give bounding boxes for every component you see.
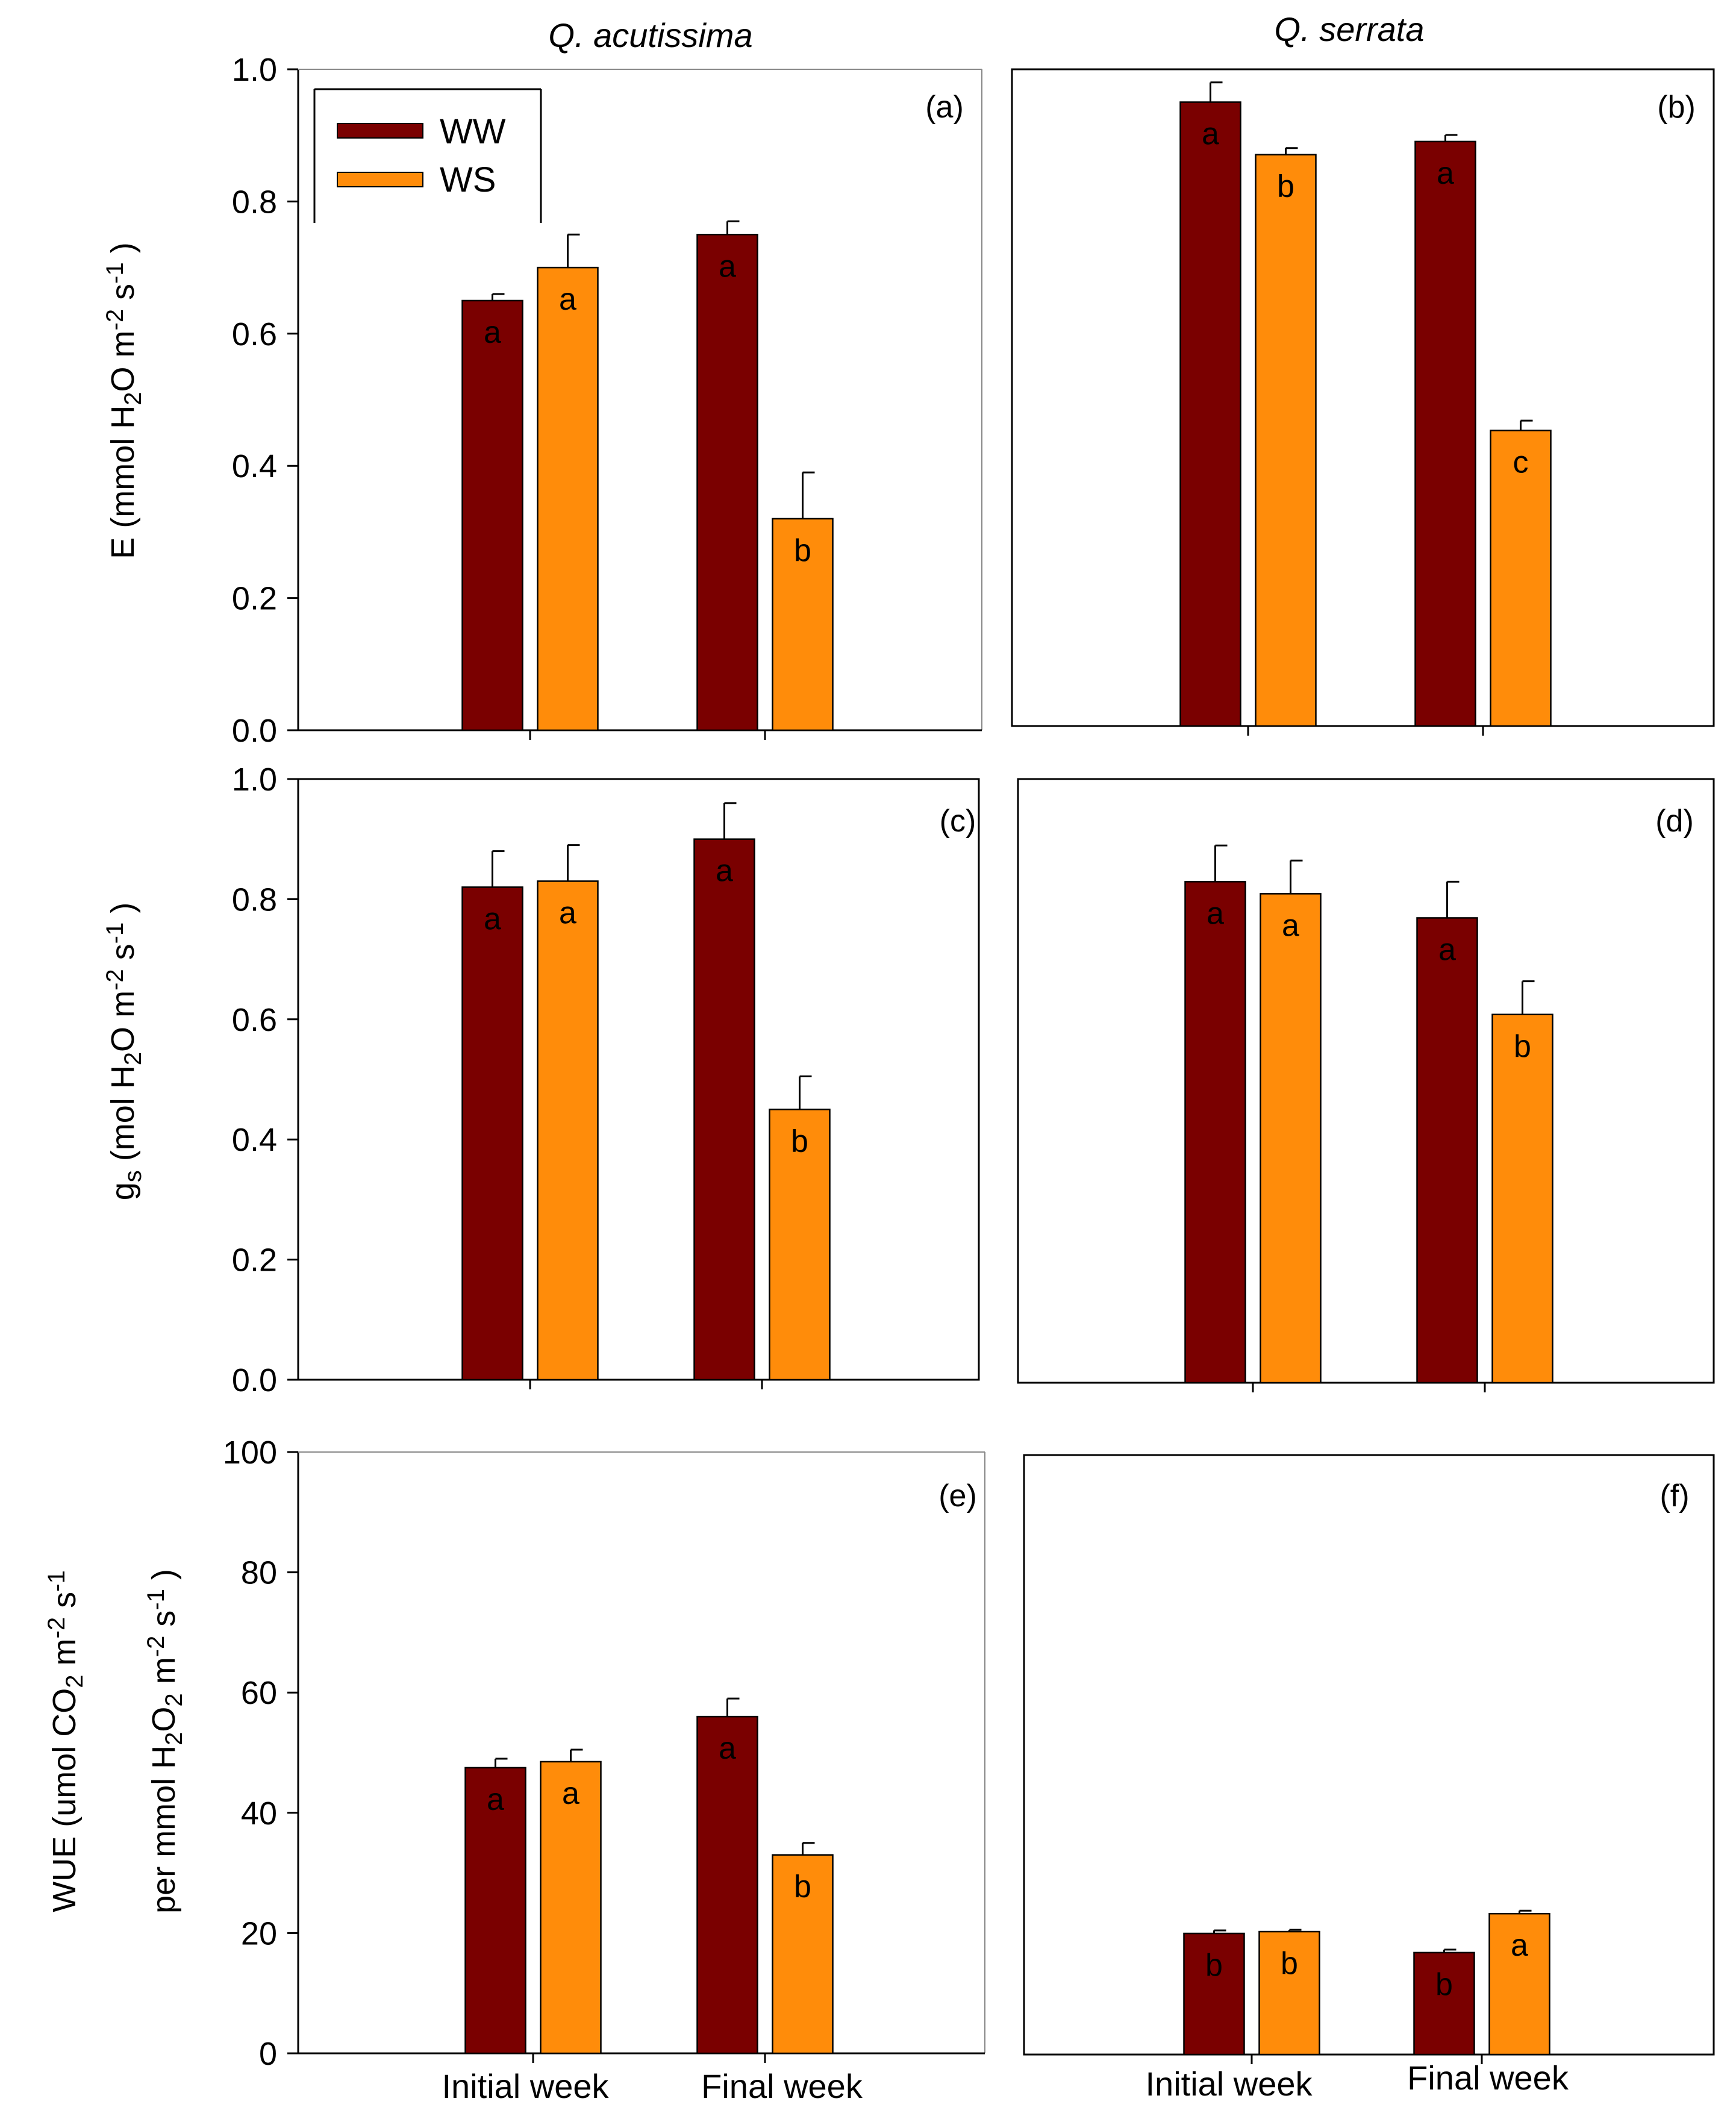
significance-letter: a [484,901,501,936]
panel-e: 0 20 40 60 80 100 (e) a a a b [223,1435,985,2072]
significance-letter: a [716,854,733,889]
y-tick-label: 40 [241,1795,277,1832]
y-tick-label: 0.6 [232,316,277,352]
significance-letter: a [559,282,576,317]
significance-letter: a [1207,896,1224,931]
significance-letter: b [1514,1029,1531,1064]
y-tick-label: 1.0 [232,52,277,88]
column-title-right: Q. serrata [1275,10,1425,48]
significance-letter: b [1277,169,1294,204]
panel-label: (f) [1660,1479,1689,1513]
y-title-e-sub: 2 [120,392,146,405]
category-label-initial-left: Initial week [442,2067,609,2105]
panel-a: 0.0 0.2 0.4 0.6 0.8 1.0 (a) a a a b [232,52,982,749]
y-tick-label: 0.8 [232,184,277,220]
significance-letter: b [1435,1967,1453,2002]
bar-ws [537,880,599,1381]
bar-ws [1255,154,1317,727]
y-axis-title-wue-line1: WUE (umol CO2 m-2 s-1 [43,1570,88,1912]
significance-letter: a [487,1782,504,1817]
legend-label-ww: WW [440,112,506,151]
y-tick-label: 0 [259,2036,277,2072]
bar-ws [1488,1912,1550,2056]
plot-frame [297,778,980,1381]
legend-swatch-ws [337,172,423,187]
significance-letter: a [1282,908,1299,943]
y-tick-label: 0.4 [232,448,277,484]
bar-ww [464,1767,526,2055]
bar-ws [772,1854,834,2055]
y-tick-label: 0.2 [232,581,277,617]
panel-f: (f) b b b a [1023,1454,1715,2064]
significance-letter: c [1513,445,1529,480]
column-title-left: Q. acutissima [548,16,752,54]
y-axis-title-e: E (mmol H2O m-2 s-1 ) [102,242,146,559]
y-axis-title-wue-line2: per mmol H2O2 m-2 s-1 ) [143,1569,187,1914]
bar-ws [537,266,599,731]
legend: WW WS [313,88,542,223]
y-tick-label: 0.0 [232,713,277,749]
bar-ww [1416,917,1478,1384]
bar-ww [1184,881,1246,1384]
y-tick-label: 0.8 [232,881,277,918]
significance-letter: a [1437,156,1454,191]
bar-ww [461,886,523,1381]
bar-ww [696,1715,758,2055]
bar-ws [1490,430,1552,727]
significance-letter: a [1202,117,1219,152]
panel-label: (c) [940,804,976,839]
panel-c: 0.0 0.2 0.4 0.6 0.8 1.0 (c) a a a b [232,762,980,1398]
y-tick-label: 0.2 [232,1242,277,1279]
y-tick-label: 100 [223,1435,277,1471]
significance-letter: a [562,1776,579,1811]
plot-frame [1017,778,1715,1384]
significance-letter: a [559,895,576,930]
bar-ws [1258,1930,1320,2056]
y-tick-label: 80 [241,1555,277,1591]
significance-letter: b [1281,1946,1298,1981]
panel-b: (b) a a b c [1011,68,1715,736]
y-tick-label: 0.6 [232,1002,277,1038]
significance-letter: b [791,1124,808,1159]
y-tick-label: 1.0 [232,762,277,798]
significance-letter: a [1438,932,1456,967]
bar-ws [1491,1013,1553,1384]
bar-ww [693,838,755,1381]
bar-ws [1260,893,1322,1384]
legend-label-ws: WS [440,160,496,199]
plot-frame [1011,68,1715,727]
significance-letter: b [1205,1948,1223,1983]
plot-frame [1023,1454,1715,2056]
significance-letter: a [484,315,501,350]
legend-swatch-ww [337,123,423,139]
bar-ws [540,1761,602,2055]
significance-letter: a [719,1731,736,1766]
panel-d: (d) a a a b [1017,778,1715,1392]
y-tick-label: 60 [241,1675,277,1711]
panel-label: (b) [1657,90,1696,125]
significance-letter: a [1511,1928,1528,1963]
category-label-final-left: Final week [701,2067,863,2105]
category-label-final-right: Final week [1407,2059,1569,2097]
bar-ww [1414,140,1476,727]
bar-ww [461,299,523,731]
category-label-initial-right: Initial week [1145,2065,1313,2103]
panel-label: (d) [1655,804,1694,839]
y-tick-label: 0.0 [232,1362,277,1398]
bar-ww [1413,1952,1475,2056]
y-axis-title-gs: gs (mol H2O m-2 s-1 ) [102,903,146,1200]
bar-ww [1179,101,1241,727]
y-tick-label: 0.4 [232,1122,277,1158]
bar-ws [769,1109,831,1381]
panel-label: (a) [925,90,964,125]
panel-label: (e) [938,1479,977,1513]
bar-ww [1183,1932,1245,2056]
y-tick-label: 20 [241,1915,277,1952]
significance-letter: b [794,1870,811,1905]
significance-letter: a [719,249,736,284]
significance-letter: b [794,533,811,568]
bar-ww [696,234,758,731]
